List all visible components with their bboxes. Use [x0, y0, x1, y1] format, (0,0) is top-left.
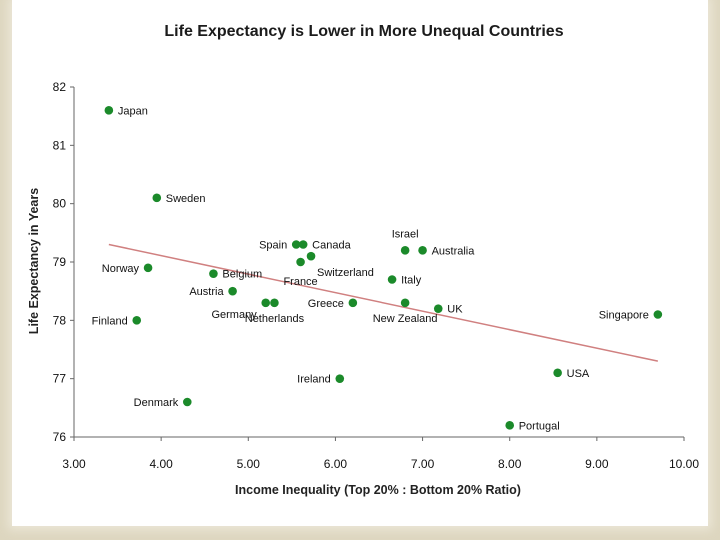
point-label: Australia: [432, 245, 476, 257]
x-tick-label: 6.00: [324, 457, 348, 471]
x-tick-label: 10.00: [669, 457, 699, 471]
point-label: Ireland: [297, 374, 331, 386]
point-label: USA: [567, 368, 590, 380]
point-label: Germany: [211, 309, 257, 321]
x-tick-label: 8.00: [498, 457, 522, 471]
data-point: [152, 193, 162, 203]
point-label: Switzerland: [317, 267, 374, 279]
data-point: [335, 374, 345, 383]
data-point: [228, 286, 237, 296]
data-point: [553, 368, 562, 378]
data-point: [505, 421, 515, 430]
data-point: [270, 298, 279, 308]
point-label: Denmark: [134, 397, 179, 409]
y-ticks: 76 77 78 79 80 81 82: [53, 80, 74, 444]
y-tick-label: 81: [53, 138, 67, 152]
data-point: [104, 106, 114, 115]
chart-frame: Life Expectancy is Lower in More Unequal…: [12, 0, 708, 526]
y-tick-label: 78: [53, 313, 67, 327]
data-point: [296, 257, 305, 267]
point-label: Italy: [401, 275, 422, 287]
y-tick-label: 80: [53, 197, 67, 211]
data-point: [132, 316, 142, 325]
point-label: France: [283, 276, 317, 288]
data-point: [387, 275, 397, 284]
x-tick-label: 5.00: [237, 457, 261, 471]
data-point: [400, 246, 410, 255]
point-label: Sweden: [166, 193, 206, 205]
point-label: Singapore: [599, 310, 649, 322]
point-label: Israel: [392, 228, 419, 240]
point-label: Norway: [102, 263, 140, 275]
x-tick-label: 3.00: [62, 457, 86, 471]
x-tick-label: 9.00: [585, 457, 609, 471]
data-point: [182, 397, 192, 407]
scatter-chart: Life Expectancy is Lower in More Unequal…: [27, 23, 699, 497]
data-points: Japan Sweden Norway Finland Denmark Belgium Au…: [92, 105, 663, 432]
point-label: Japan: [118, 105, 148, 117]
data-point: [261, 298, 271, 308]
data-point: [298, 240, 308, 249]
data-point: [291, 240, 301, 249]
x-axis-label: Income Inequality (Top 20% : Bottom 20% …: [235, 483, 521, 497]
point-label: Portugal: [519, 420, 560, 432]
data-point: [433, 304, 443, 313]
x-tick-label: 7.00: [411, 457, 435, 471]
y-tick-label: 79: [53, 255, 67, 269]
data-point: [653, 310, 663, 319]
y-tick-label: 82: [53, 80, 67, 94]
y-tick-label: 76: [53, 430, 67, 444]
x-tick-label: 4.00: [149, 457, 173, 471]
data-point: [348, 298, 358, 308]
data-point: [209, 269, 218, 278]
point-label: Finland: [92, 315, 128, 327]
point-label: Netherlands: [245, 313, 305, 325]
point-label: Austria: [189, 286, 224, 298]
data-point: [418, 246, 427, 255]
trend-line: [108, 243, 659, 362]
y-tick-label: 77: [53, 372, 67, 386]
data-point: [400, 298, 410, 308]
data-point: [143, 263, 153, 273]
point-label: New Zealand: [373, 313, 438, 325]
point-label: Canada: [312, 240, 351, 252]
chart-title: Life Expectancy is Lower in More Unequal…: [164, 23, 563, 40]
x-ticks: 3.00 4.00 5.00 6.00 7.00 8.00 9.00 10.00: [62, 437, 699, 471]
y-axis-label: Life Expectancy in Years: [27, 188, 41, 334]
point-label: Belgium: [222, 269, 262, 281]
point-label: Greece: [308, 298, 344, 310]
point-label: UK: [447, 304, 463, 316]
point-label: Spain: [259, 240, 287, 252]
data-point: [306, 251, 316, 261]
